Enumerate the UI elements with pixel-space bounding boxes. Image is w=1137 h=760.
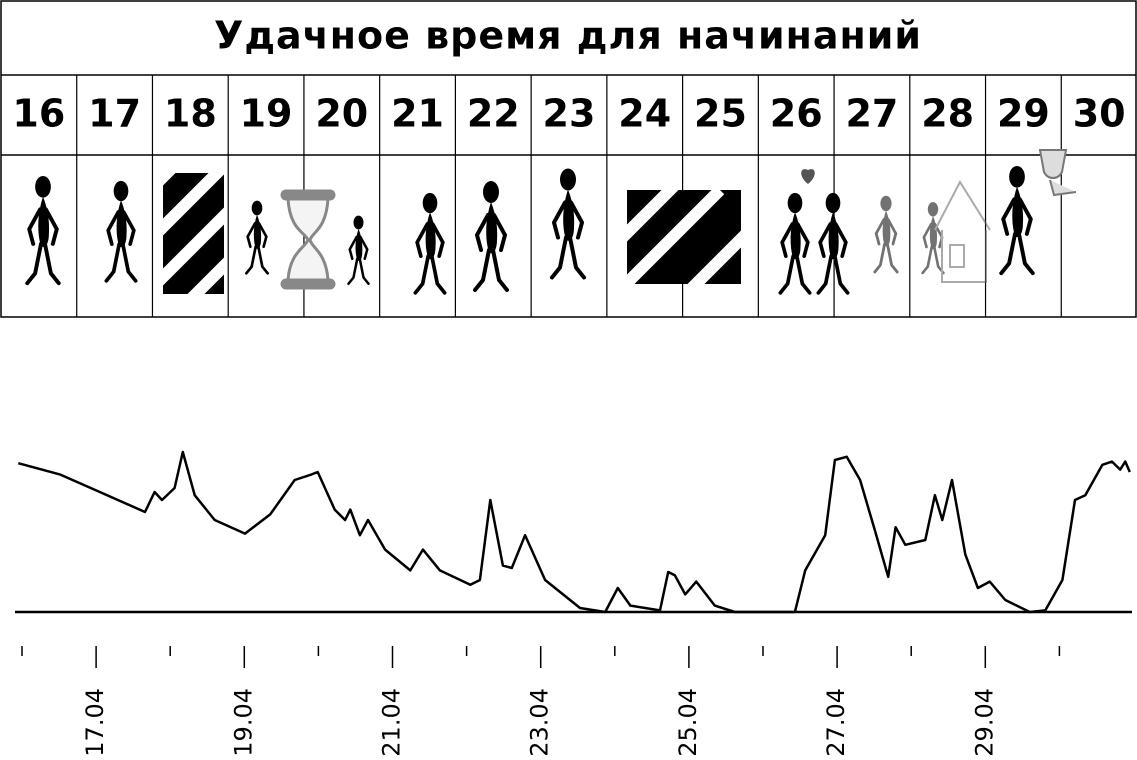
x-tick-label: 29.04 xyxy=(970,688,998,757)
day-row: 16 17 18 19 20 21 22 23 24 25 26 27 28 29 30 xyxy=(12,92,1125,136)
day-number: 24 xyxy=(618,92,671,136)
day-number: 16 xyxy=(12,92,65,136)
data-line xyxy=(17,450,1131,614)
x-tick-label: 27.04 xyxy=(822,688,850,757)
x-tick-label: 17.04 xyxy=(81,688,109,757)
day-number: 17 xyxy=(88,92,141,136)
table-frame xyxy=(0,0,1137,318)
day-number: 20 xyxy=(315,92,368,136)
day-number: 28 xyxy=(921,92,974,136)
x-tick-label: 19.04 xyxy=(229,688,257,757)
day-number: 19 xyxy=(240,92,293,136)
day-number: 23 xyxy=(543,92,596,136)
day-number: 21 xyxy=(391,92,444,136)
x-tick-label: 23.04 xyxy=(526,688,554,757)
title: Удачное время для начинаний xyxy=(214,14,922,58)
day-number: 27 xyxy=(845,92,898,136)
day-number: 22 xyxy=(467,92,520,136)
day-number: 26 xyxy=(770,92,823,136)
x-tick-label: 21.04 xyxy=(378,688,406,757)
pictograms xyxy=(27,149,1077,350)
line-chart: 17.04 19.04 21.04 23.04 25.04 27.04 29.04 xyxy=(17,450,1131,757)
day-number: 29 xyxy=(997,92,1050,136)
x-tick-label: 25.04 xyxy=(674,688,702,757)
day-number: 30 xyxy=(1073,92,1126,136)
day-number: 18 xyxy=(164,92,217,136)
day-number: 25 xyxy=(694,92,747,136)
